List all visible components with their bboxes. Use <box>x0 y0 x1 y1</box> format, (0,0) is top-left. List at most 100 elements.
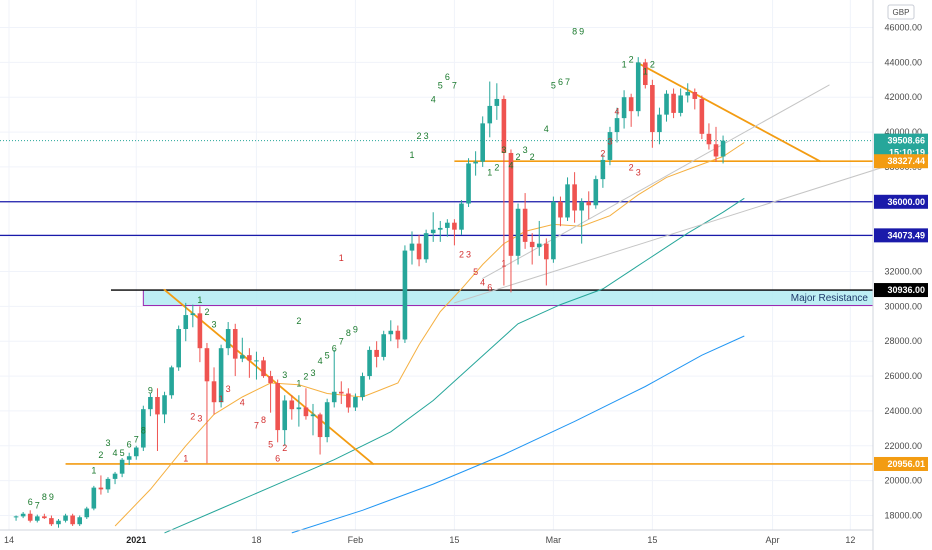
candle[interactable] <box>268 370 273 413</box>
candle[interactable] <box>544 238 549 286</box>
candle[interactable] <box>20 512 26 519</box>
candle[interactable] <box>437 220 443 242</box>
candle[interactable] <box>126 452 132 465</box>
candle[interactable] <box>324 398 330 443</box>
candle[interactable] <box>720 135 726 164</box>
candle[interactable] <box>247 348 252 378</box>
candle[interactable] <box>211 367 217 415</box>
candle[interactable] <box>593 175 599 209</box>
price-tag[interactable]: 36000.00 <box>874 194 928 209</box>
candle[interactable] <box>650 79 655 148</box>
downtrend-line-mar[interactable] <box>637 62 821 163</box>
candle[interactable] <box>42 513 47 519</box>
candle[interactable] <box>515 203 521 265</box>
candle[interactable] <box>232 323 238 377</box>
candle[interactable] <box>586 191 592 220</box>
candle[interactable] <box>388 320 394 342</box>
candle[interactable] <box>572 172 577 223</box>
candle[interactable] <box>713 126 719 162</box>
candle[interactable] <box>34 514 40 523</box>
candle[interactable] <box>643 58 648 89</box>
candle[interactable] <box>367 346 372 380</box>
candle[interactable] <box>77 515 82 526</box>
candle[interactable] <box>445 219 450 237</box>
candle[interactable] <box>416 234 422 267</box>
candle[interactable] <box>84 506 90 519</box>
candle[interactable] <box>664 90 669 122</box>
candle[interactable] <box>628 93 634 127</box>
currency-box[interactable] <box>887 4 915 20</box>
candle[interactable] <box>522 193 528 249</box>
candle[interactable] <box>240 337 245 363</box>
candle[interactable] <box>155 388 160 452</box>
candle[interactable] <box>558 196 563 227</box>
candle[interactable] <box>430 212 436 242</box>
candle[interactable] <box>91 485 97 511</box>
candle[interactable] <box>56 518 61 528</box>
candle[interactable] <box>275 379 280 443</box>
candle[interactable] <box>27 510 33 523</box>
candle[interactable] <box>381 330 387 361</box>
candle[interactable] <box>49 515 54 526</box>
candle[interactable] <box>303 388 309 420</box>
candle[interactable] <box>112 471 118 485</box>
candle[interactable] <box>671 88 676 119</box>
candle[interactable] <box>331 349 337 408</box>
candle[interactable] <box>346 388 351 413</box>
candle[interactable] <box>70 513 75 526</box>
candle[interactable] <box>197 306 203 363</box>
channel-line-lower[interactable] <box>453 152 929 304</box>
candle[interactable] <box>699 95 705 140</box>
candle[interactable] <box>473 151 478 176</box>
candle[interactable] <box>141 405 146 452</box>
candle[interactable] <box>614 107 620 143</box>
price-tag[interactable]: 30936.00 <box>874 283 928 298</box>
candle[interactable] <box>169 365 174 399</box>
candle[interactable] <box>296 395 302 427</box>
candle[interactable] <box>565 177 570 221</box>
candle[interactable] <box>254 351 259 380</box>
candle[interactable] <box>685 83 691 103</box>
candle[interactable] <box>635 57 641 117</box>
candle[interactable] <box>678 88 683 117</box>
price-tag[interactable]: 20956.01 <box>874 456 928 471</box>
candle[interactable] <box>536 220 542 256</box>
candle[interactable] <box>607 126 613 166</box>
candle[interactable] <box>494 83 500 120</box>
candle[interactable] <box>459 200 464 235</box>
candle[interactable] <box>204 342 210 464</box>
candle[interactable] <box>706 123 712 150</box>
candle[interactable] <box>360 372 365 401</box>
candle[interactable] <box>218 344 224 408</box>
price-tag[interactable]: 34073.49 <box>874 228 928 243</box>
candle[interactable] <box>480 116 485 167</box>
candle[interactable] <box>501 95 507 286</box>
candle[interactable] <box>148 393 153 417</box>
candle[interactable] <box>225 322 231 356</box>
candle[interactable] <box>487 81 493 138</box>
candle[interactable] <box>317 412 323 455</box>
candle[interactable] <box>105 477 111 493</box>
candle[interactable] <box>261 356 266 378</box>
price-tag[interactable]: 38327.44 <box>874 154 928 169</box>
candle[interactable] <box>395 325 401 349</box>
candle[interactable] <box>409 231 415 265</box>
candles-layer[interactable] <box>13 57 726 528</box>
candle[interactable] <box>282 395 288 446</box>
candle[interactable] <box>133 445 139 460</box>
candle[interactable] <box>692 88 698 110</box>
candle[interactable] <box>551 196 556 263</box>
candle[interactable] <box>579 198 584 244</box>
channel-line-upper[interactable] <box>482 84 830 279</box>
candle[interactable] <box>119 457 125 478</box>
candle[interactable] <box>452 219 457 246</box>
candle[interactable] <box>374 341 379 368</box>
candle[interactable] <box>423 229 429 263</box>
candle[interactable] <box>183 302 189 342</box>
candle[interactable] <box>176 325 181 371</box>
candle[interactable] <box>600 154 606 188</box>
candle[interactable] <box>98 475 104 495</box>
candle[interactable] <box>508 149 514 293</box>
candle[interactable] <box>63 513 68 523</box>
